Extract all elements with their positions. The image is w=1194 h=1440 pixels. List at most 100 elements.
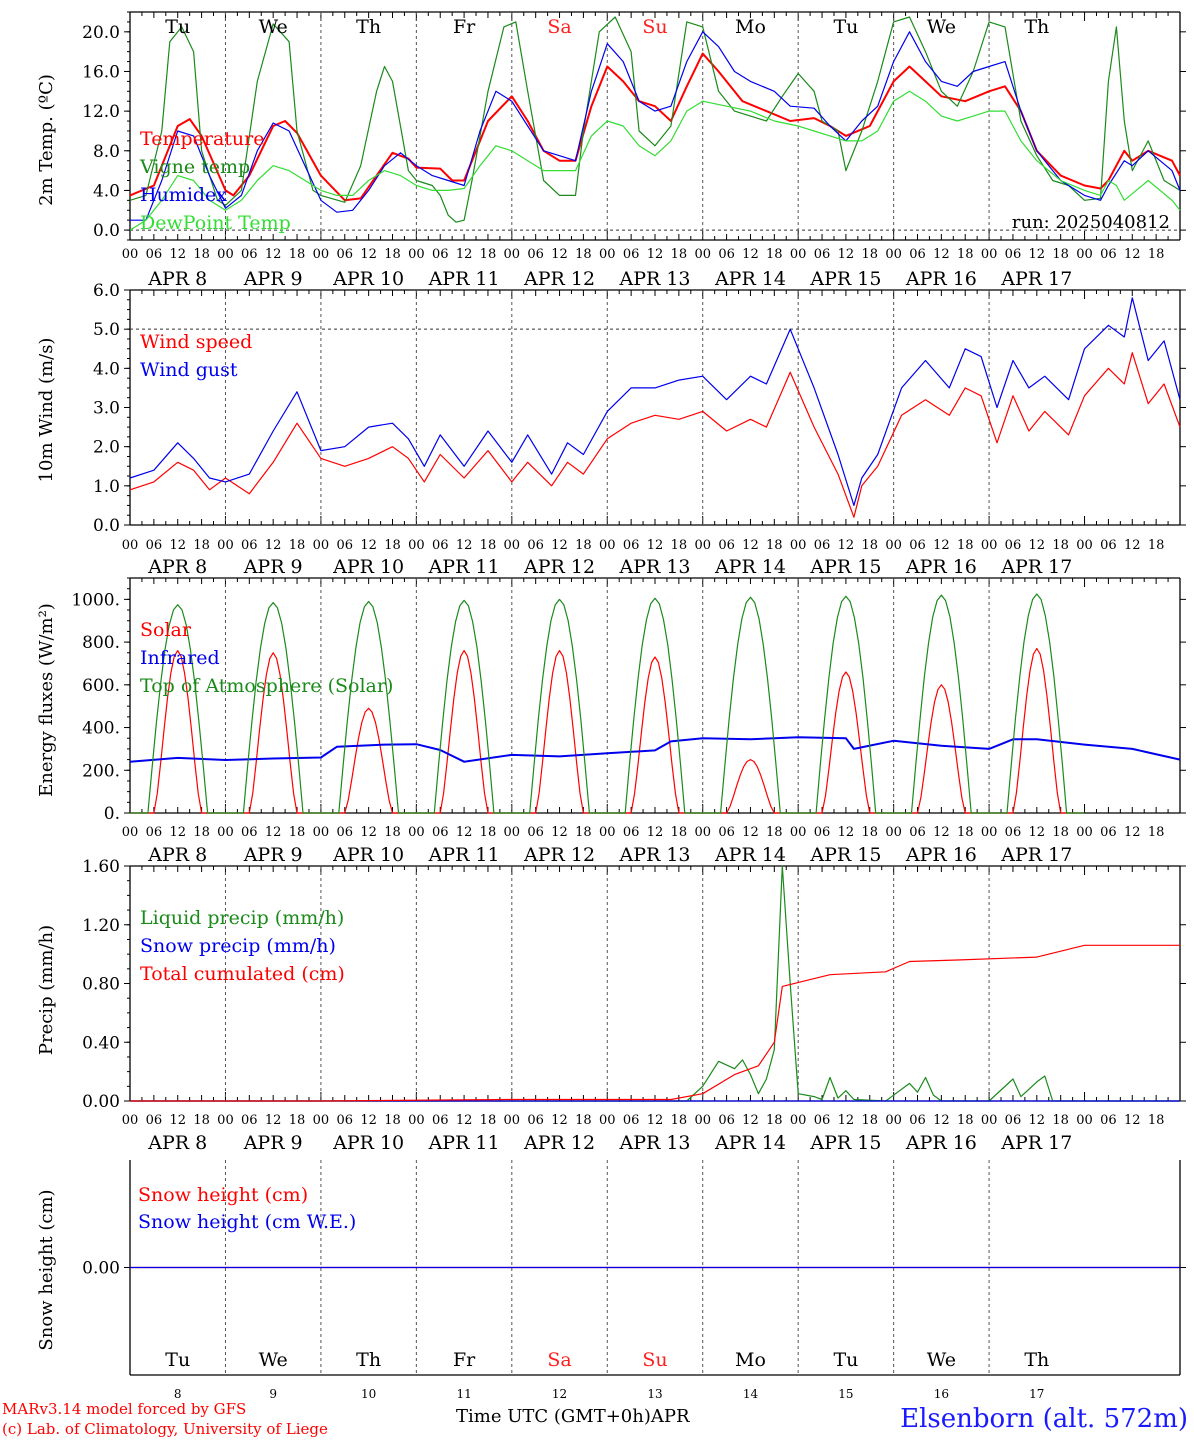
day-name: Su: [642, 16, 667, 38]
hour-label: 00: [694, 1113, 711, 1128]
hour-label: 00: [313, 538, 330, 553]
date-label: APR 16: [905, 1132, 977, 1154]
date-label: APR 11: [428, 268, 500, 290]
y-tick-label: 4.0: [93, 181, 120, 201]
hour-label: 00: [981, 538, 998, 553]
hour-label: 18: [1148, 247, 1165, 262]
hour-label: 18: [671, 247, 688, 262]
hour-label: 00: [694, 825, 711, 840]
hour-label: 18: [193, 247, 210, 262]
hour-label: 12: [1029, 538, 1046, 553]
hour-label: 18: [480, 538, 497, 553]
hour-label: 12: [933, 1113, 950, 1128]
hour-label: 12: [551, 538, 568, 553]
hour-label: 00: [408, 1113, 425, 1128]
day-number: 15: [838, 1387, 853, 1401]
hour-label: 06: [814, 825, 831, 840]
day-name: We: [927, 16, 956, 38]
legend-entry: Liquid precip (mm/h): [140, 907, 344, 929]
hour-label: 12: [742, 825, 759, 840]
hour-label: 06: [1005, 538, 1022, 553]
hour-label: 12: [360, 1113, 377, 1128]
hour-label: 06: [1005, 1113, 1022, 1128]
hour-label: 00: [790, 538, 807, 553]
day-name: Sa: [547, 16, 571, 38]
hour-label: 06: [146, 538, 163, 553]
hour-label: 18: [575, 538, 592, 553]
date-label: APR 15: [809, 844, 881, 866]
date-label: APR 14: [714, 556, 786, 578]
hour-label: 00: [408, 538, 425, 553]
hour-label: 06: [909, 247, 926, 262]
hour-label: 00: [1076, 247, 1093, 262]
date-label: APR 16: [905, 844, 977, 866]
hour-label: 18: [575, 825, 592, 840]
run-label: run: 2025040812: [1012, 212, 1170, 233]
hour-label: 06: [146, 825, 163, 840]
date-label: APR 8: [147, 556, 207, 578]
day-name: Tu: [833, 16, 858, 38]
hour-label: 18: [957, 825, 974, 840]
hour-label: 00: [313, 1113, 330, 1128]
hour-label: 18: [1148, 825, 1165, 840]
hour-label: 12: [1124, 538, 1141, 553]
hour-label: 06: [909, 1113, 926, 1128]
hour-label: 06: [527, 247, 544, 262]
hour-label: 00: [122, 247, 139, 262]
hour-label: 12: [1029, 825, 1046, 840]
date-label: APR 10: [332, 844, 404, 866]
y-tick-label: 8.0: [93, 142, 120, 162]
date-label: APR 12: [523, 1132, 595, 1154]
hour-label: 12: [933, 825, 950, 840]
hour-label: 12: [456, 825, 473, 840]
hour-label: 18: [957, 538, 974, 553]
day-name-bottom: Tu: [833, 1349, 858, 1371]
panel-2: 0.0 1.0 2.0 3.0 4.0 5.0 6.0 10m Wind (m/s) Wind …: [36, 281, 1186, 578]
hour-label: 06: [909, 538, 926, 553]
hour-label: 00: [504, 247, 521, 262]
hour-label: 06: [1005, 825, 1022, 840]
series-line-1: [129, 352, 1181, 518]
y-tick-label: 3.0: [93, 399, 120, 419]
hour-label: 12: [647, 538, 664, 553]
hour-label: 12: [169, 538, 186, 553]
date-label: APR 8: [147, 1132, 207, 1154]
hour-label: 00: [1076, 538, 1093, 553]
lab-credit: (c) Lab. of Climatology, University of L…: [2, 1420, 328, 1438]
hour-label: 06: [527, 825, 544, 840]
y-tick-label: 800.: [82, 633, 120, 653]
y-tick-label: 1.0: [93, 477, 120, 497]
legend-entry: DewPoint Temp: [140, 212, 291, 234]
hour-label: 18: [671, 825, 688, 840]
hour-label: 06: [1100, 1113, 1117, 1128]
hour-label: 18: [384, 538, 401, 553]
hour-label: 00: [313, 825, 330, 840]
date-label: APR 11: [428, 844, 500, 866]
hour-label: 18: [480, 1113, 497, 1128]
x-axis-title-text: Time UTC (GMT+0h): [456, 1406, 651, 1427]
hour-label: 12: [647, 247, 664, 262]
hour-label: 18: [671, 538, 688, 553]
day-number: 9: [269, 1387, 277, 1401]
hour-label: 18: [1052, 538, 1069, 553]
hour-label: 06: [718, 1113, 735, 1128]
hour-label: 12: [1029, 247, 1046, 262]
hour-label: 12: [265, 825, 282, 840]
hour-label: 12: [456, 247, 473, 262]
day-name: Tu: [165, 16, 190, 38]
hour-label: 06: [241, 247, 258, 262]
day-name-bottom: Mo: [735, 1349, 766, 1371]
hour-label: 12: [647, 1113, 664, 1128]
hour-label: 18: [766, 825, 783, 840]
date-label: APR 17: [1000, 556, 1072, 578]
y-tick-label: 1000.: [71, 590, 120, 610]
legend-entry: Top of Atmosphere (Solar): [140, 675, 393, 697]
y-tick-label: 0.40: [82, 1033, 120, 1053]
hour-label: 06: [146, 1113, 163, 1128]
series-line-1: [130, 865, 1180, 1102]
day-name-bottom: We: [927, 1349, 956, 1371]
y-tick-label: 20.0: [82, 23, 120, 43]
day-number: 17: [1029, 1387, 1044, 1401]
hour-label: 18: [957, 1113, 974, 1128]
day-name: Th: [1024, 16, 1049, 38]
